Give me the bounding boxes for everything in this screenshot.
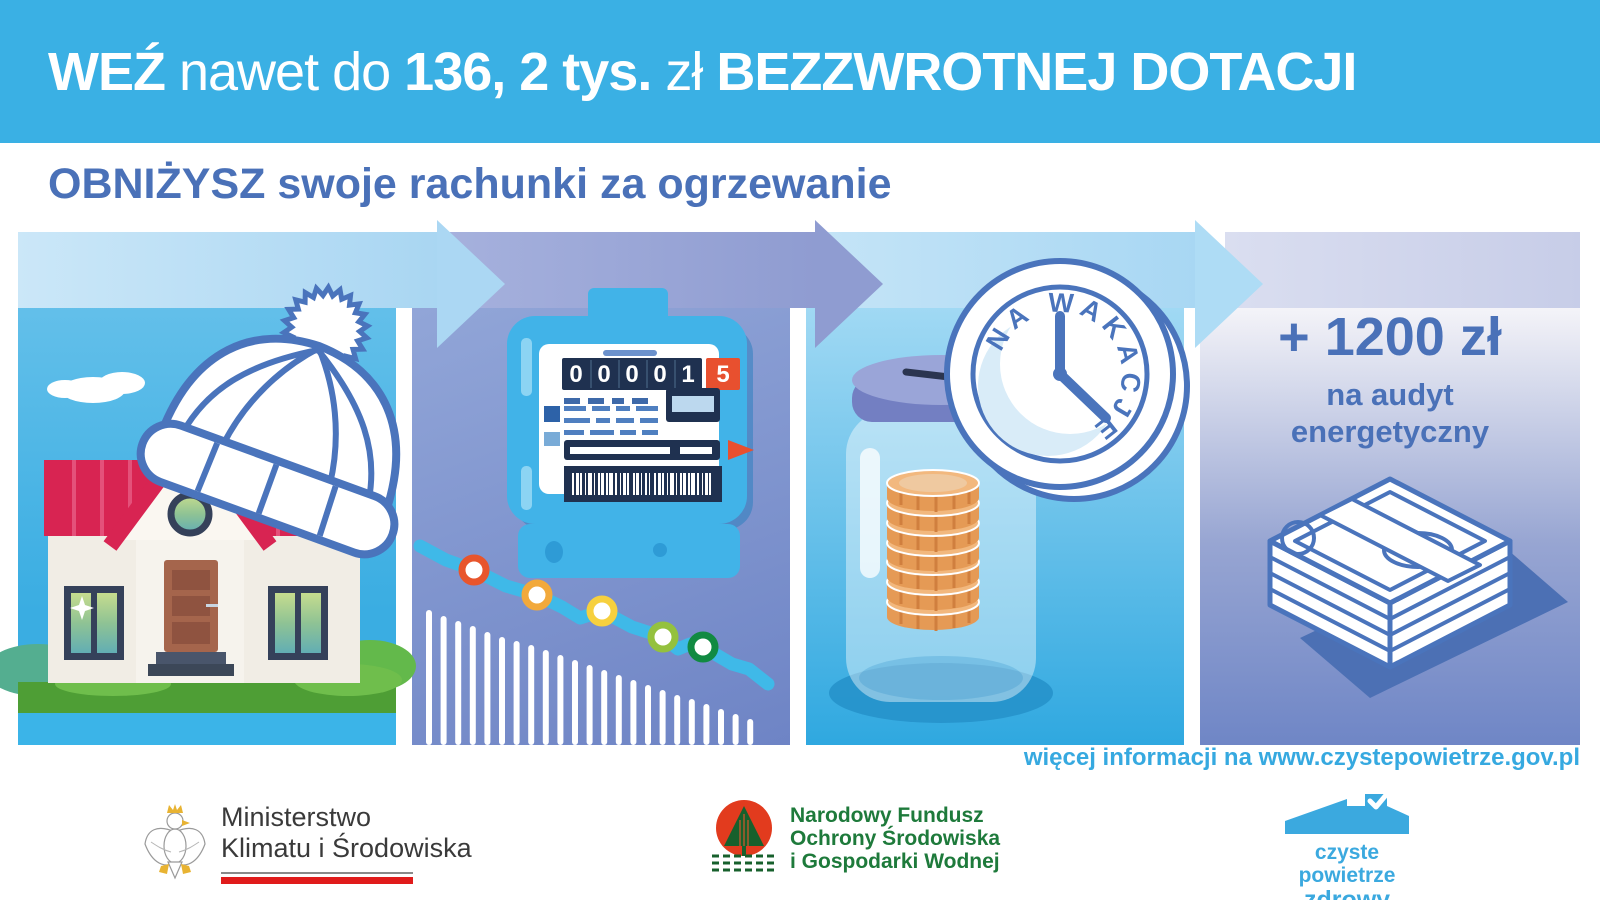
- step-top: [156, 652, 226, 664]
- meter-bottom-unit: [518, 524, 740, 578]
- headline-amount: 136, 2 tys.: [404, 41, 652, 102]
- meter-digit: 0: [569, 361, 582, 388]
- headline-bold-1: WEŹ: [48, 41, 166, 102]
- water: [18, 713, 396, 745]
- nfosigw-name-line2: Ochrony Środowiska: [790, 827, 1001, 850]
- money-stack-icon: [1267, 476, 1568, 698]
- check-icon: [1367, 792, 1389, 810]
- declining-bar-chart: [426, 610, 754, 745]
- more-info-link[interactable]: więcej informacji na www.czystepowietrze…: [1023, 744, 1580, 771]
- trend-dots: [458, 554, 719, 663]
- arrow-head-2: [815, 220, 883, 348]
- headline-light-1: nawet do: [164, 41, 405, 102]
- top-banner: WEŹ nawet do 136, 2 tys. zł BEZZWROTNEJ …: [0, 0, 1600, 143]
- arrow-1: [18, 220, 505, 348]
- meter-text-lines: [564, 406, 658, 435]
- cp-logo-line1: czyste powietrze: [1298, 841, 1396, 887]
- panel-savings: NA WAKACJE: [806, 258, 1190, 745]
- cloud-icon: [47, 372, 145, 403]
- meter-digit: 1: [681, 361, 694, 388]
- house-illustration: [0, 282, 416, 745]
- declining-trend-line: [413, 539, 775, 691]
- ministry-name-line2: Klimatu i Środowiska: [221, 833, 472, 863]
- cp-house-icon: [1285, 792, 1409, 834]
- subtitle: OBNIŻYSZ swoje rachunki za ogrzewanie: [48, 160, 892, 209]
- subtitle-bold: OBNIŻYSZ: [48, 160, 266, 208]
- meter-progress-bar: [564, 440, 720, 460]
- audit-amount: + 1200 zł: [1278, 307, 1502, 367]
- meter-digit: 0: [597, 361, 610, 388]
- audit-caption-line1: na audyt: [1326, 377, 1454, 412]
- meter-display: 0 0 0 0 1 5: [562, 358, 740, 390]
- headline-bold-2: BEZZWROTNEJ DOTACJI: [716, 41, 1357, 102]
- clock-icon: NA WAKACJE: [944, 258, 1190, 502]
- headline-light-2: zł: [651, 41, 717, 102]
- panel-meter: 0 0 0 0 1 5: [412, 288, 790, 745]
- jar-highlight: [860, 448, 880, 578]
- nfosigw-name-line3: i Gospodarki Wodnej: [790, 850, 1000, 873]
- meter-tab: [588, 288, 668, 324]
- subtitle-rest: swoje rachunki za ogrzewanie: [265, 160, 892, 208]
- red-arrow-icon: [728, 440, 754, 460]
- meter-barcode: [564, 466, 722, 502]
- meter-illustration: 0 0 0 0 1 5: [413, 288, 775, 745]
- panel-house: [0, 282, 416, 745]
- meter-digit: 0: [625, 361, 638, 388]
- electricity-meter: 0 0 0 0 1 5: [507, 288, 754, 578]
- nfosigw-name-line1: Narodowy Fundusz: [790, 804, 984, 827]
- czyste-powietrze-logo: czyste powietrze zdrowy wybór: [1283, 792, 1411, 900]
- meter-red-digit: 5: [716, 361, 729, 388]
- step-bottom: [148, 664, 234, 676]
- savings-illustration: NA WAKACJE: [829, 258, 1190, 723]
- ministry-name-line1: Ministerstwo: [221, 802, 372, 832]
- window-left: [64, 586, 124, 660]
- panel-audit: + 1200 zł na audyt energetyczny: [1200, 298, 1580, 745]
- ministry-logo: Ministerstwo Klimatu i Środowiska: [143, 798, 472, 884]
- arrow-head-1: [437, 220, 505, 348]
- nfosigw-tree-icon: [712, 800, 776, 872]
- meter-red-cell: [706, 358, 740, 390]
- nfosigw-logo: Narodowy Fundusz Ochrony Środowiska i Go…: [710, 798, 1000, 882]
- window-right: [268, 586, 328, 660]
- meter-dashes: [564, 398, 648, 404]
- eagle-emblem-icon: [144, 804, 206, 880]
- meter-digit: 0: [653, 361, 666, 388]
- arrow-head-3: [1195, 220, 1263, 348]
- jar-shadow: [829, 663, 1053, 723]
- ministry-flag-bar: [221, 872, 413, 884]
- arrow-shaft-4: [1225, 232, 1580, 308]
- cp-logo-line2: zdrowy wybór: [1303, 886, 1391, 900]
- money-illustration: [1267, 476, 1568, 698]
- coins-stack: [885, 468, 981, 633]
- audit-caption: na audyt energetyczny: [1200, 376, 1580, 450]
- audit-caption-line2: energetyczny: [1290, 414, 1490, 449]
- headline: WEŹ nawet do 136, 2 tys. zł BEZZWROTNEJ …: [48, 41, 1357, 103]
- winter-hat: [136, 282, 401, 559]
- money-band: [1318, 497, 1482, 583]
- clock-hour-hand: [1055, 369, 1111, 423]
- door: [164, 560, 218, 652]
